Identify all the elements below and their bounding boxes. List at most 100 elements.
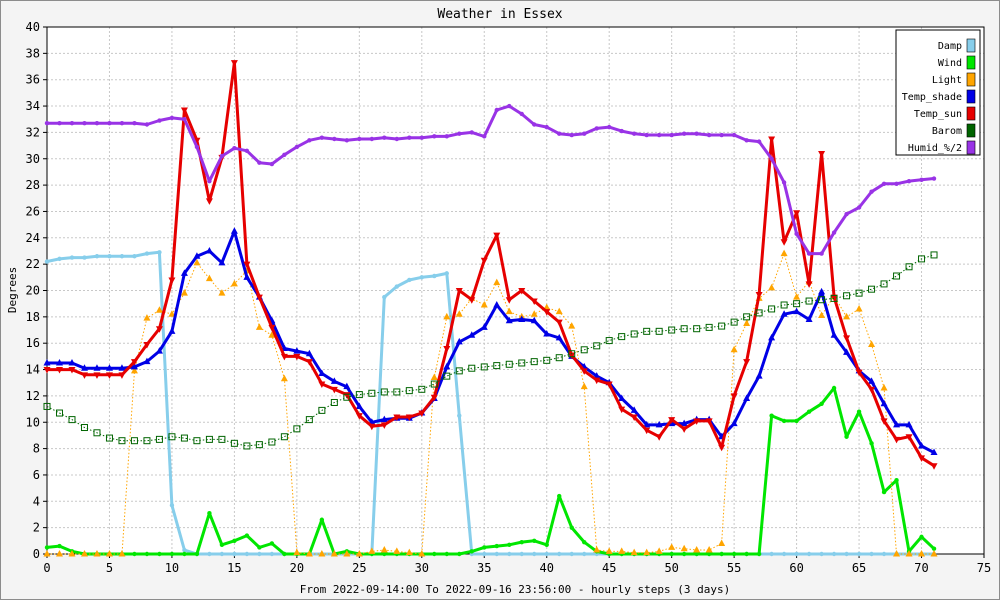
data-point [443,362,451,370]
data-point [844,434,849,439]
data-point [719,551,724,557]
data-point [843,292,851,300]
data-point [731,132,737,138]
data-point [507,551,512,557]
data-point [768,305,776,313]
data-point [243,442,251,450]
data-point [293,347,301,354]
data-point [569,551,574,557]
data-point [805,315,813,322]
data-point [868,377,876,384]
data-point [144,122,150,127]
data-point [432,273,437,279]
data-point [931,546,937,551]
data-point [530,316,538,324]
data-point [193,437,201,445]
data-point [681,131,687,136]
data-point [305,550,313,557]
data-point [269,161,275,167]
data-point [68,416,76,424]
x-tick-label: 70 [914,561,928,575]
data-point [605,337,613,345]
data-point [119,254,125,259]
data-point [555,319,563,327]
data-point [457,413,462,418]
data-point [107,120,112,126]
y-tick-label: 10 [26,415,40,429]
data-point [182,117,187,122]
data-point [132,120,137,126]
data-point [818,287,826,295]
data-point [132,551,137,557]
data-point [69,255,75,260]
data-point [380,546,388,553]
data-point [130,359,138,366]
y-tick-label: 22 [26,257,40,271]
data-point [344,138,350,143]
data-point [244,533,250,538]
data-point [455,310,463,317]
data-point [494,551,499,557]
data-point [457,551,462,557]
data-point [643,548,651,556]
data-point [557,493,562,499]
data-point [680,419,688,427]
data-point [680,544,688,552]
data-point [43,550,51,557]
data-point [668,417,676,424]
data-point [157,250,162,255]
data-point [843,312,851,320]
data-point [643,427,651,435]
data-point [257,551,262,557]
data-point [580,368,588,375]
legend-swatch [966,106,976,121]
data-point [694,131,699,136]
data-point [168,277,176,284]
data-point [257,545,262,550]
data-point [743,313,751,321]
series-humid-2 [44,103,937,256]
data-point [318,406,326,414]
data-point [919,177,924,183]
y-tick-label: 6 [33,468,40,482]
data-point [668,326,676,334]
data-point [555,307,563,315]
data-point [343,392,351,399]
data-point [205,246,213,254]
data-point [255,323,263,330]
data-point [930,463,938,470]
data-point [180,289,188,296]
data-point [469,549,474,554]
data-point [143,342,151,349]
x-tick-label: 30 [415,561,429,575]
x-tick-label: 40 [540,561,554,575]
data-point [806,409,812,414]
data-point [44,545,50,550]
data-point [881,489,887,495]
data-point [182,551,187,557]
data-point [480,257,488,265]
data-point [419,275,424,280]
data-point [505,360,513,368]
data-point [780,239,788,246]
data-point [393,547,401,554]
data-point [480,363,488,371]
y-tick-label: 20 [26,284,40,298]
data-point [505,307,513,315]
data-point [418,410,426,418]
data-point [519,551,524,557]
data-point [793,307,801,315]
data-point [869,189,874,194]
y-tick-label: 8 [33,442,40,456]
data-point [780,301,788,309]
data-point [43,402,51,410]
data-point [880,280,888,288]
data-point [669,551,674,557]
data-point [869,441,874,446]
data-point [605,547,613,554]
data-point [555,333,563,341]
data-point [868,285,876,293]
data-point [155,306,163,313]
data-point [443,312,451,320]
